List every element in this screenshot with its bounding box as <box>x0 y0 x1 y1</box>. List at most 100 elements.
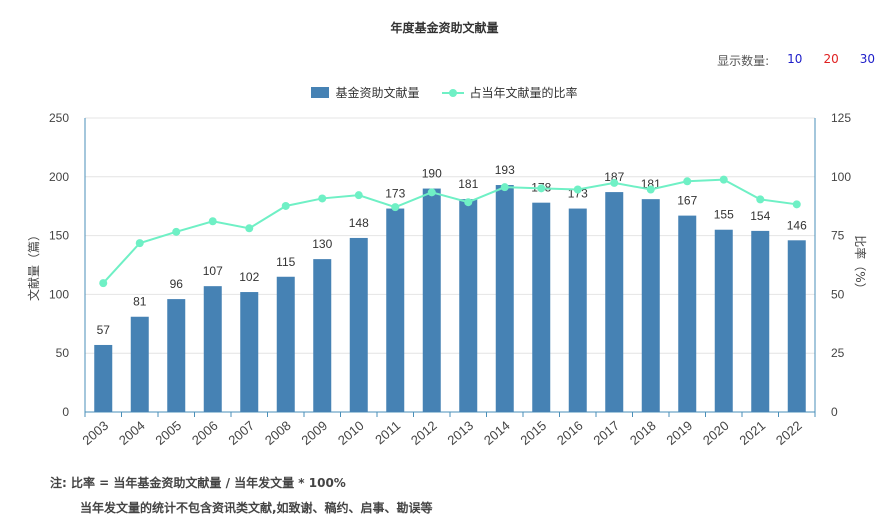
bar <box>495 185 514 412</box>
y-tick-label: 0 <box>62 405 69 419</box>
x-tick-label: 2015 <box>517 418 549 448</box>
bar-value-label: 181 <box>458 177 478 191</box>
display-count-option-20[interactable]: 20 <box>823 52 839 66</box>
bar-value-label: 102 <box>239 270 259 284</box>
bar-value-label: 190 <box>422 167 442 181</box>
ratio-point <box>683 177 692 186</box>
bar-value-label: 167 <box>677 194 697 208</box>
bar-value-label: 193 <box>495 163 515 177</box>
ratio-point <box>719 175 728 184</box>
bar-value-label: 146 <box>787 218 807 232</box>
bar <box>422 188 441 412</box>
bar <box>94 344 113 412</box>
ratio-point <box>756 195 765 204</box>
legend-bar-swatch <box>311 87 330 98</box>
bar <box>568 208 587 412</box>
ratio-point <box>99 279 108 288</box>
display-count-option-10[interactable]: 10 <box>787 52 803 66</box>
y2-tick-label: 100 <box>831 170 851 184</box>
x-tick-label: 2020 <box>700 418 732 448</box>
legend-line-swatch <box>441 87 464 99</box>
ratio-point <box>427 188 436 197</box>
bar-value-label: 81 <box>133 295 147 309</box>
bar <box>240 292 259 412</box>
bar-value-label: 115 <box>276 255 295 269</box>
x-tick-label: 2022 <box>773 418 805 448</box>
x-tick-label: 2010 <box>335 418 367 448</box>
x-tick-label: 2004 <box>116 418 148 448</box>
x-tick-label: 2007 <box>225 418 257 448</box>
ratio-point <box>135 239 144 248</box>
legend-line-label: 占当年文献量的比率 <box>469 86 578 100</box>
x-tick-label: 2017 <box>590 418 622 448</box>
ratio-point <box>573 185 582 194</box>
bar <box>787 240 806 412</box>
ratio-point <box>245 224 254 233</box>
bar-value-label: 96 <box>170 277 184 291</box>
bar <box>751 230 770 412</box>
x-tick-label: 2006 <box>189 418 221 448</box>
bar <box>714 229 733 412</box>
bar <box>386 208 405 412</box>
y2-axis-title: 比率（%） <box>853 235 868 294</box>
legend-item-line-series[interactable]: 占当年文献量的比率 <box>441 84 578 101</box>
bar <box>605 192 624 412</box>
y2-tick-label: 50 <box>831 287 845 301</box>
bar-value-label: 173 <box>385 187 405 201</box>
x-tick-label: 2014 <box>481 418 513 448</box>
note-ratio-formula: 注: 比率 = 当年基金资助文献量 / 当年发文量 * 100% <box>50 476 346 490</box>
bar <box>641 199 660 412</box>
x-tick-label: 2011 <box>372 418 403 447</box>
bar-value-label: 148 <box>349 216 369 230</box>
x-tick-label: 2009 <box>298 418 330 448</box>
x-tick-label: 2019 <box>663 418 695 448</box>
ratio-point <box>464 198 473 207</box>
ratio-line <box>102 178 797 284</box>
bar-value-label: 107 <box>203 264 223 278</box>
x-tick-label: 2018 <box>627 418 659 448</box>
ratio-point <box>391 203 400 212</box>
bar <box>276 276 295 412</box>
ratio-point <box>208 217 217 226</box>
bar-value-label: 154 <box>750 209 770 223</box>
y-tick-label: 250 <box>49 111 69 125</box>
y-tick-label: 150 <box>49 229 69 243</box>
y-axis-title: 文献量（篇） <box>26 229 41 301</box>
bar <box>167 299 186 412</box>
y-tick-label: 200 <box>49 170 69 184</box>
y2-tick-label: 0 <box>831 405 838 419</box>
bar <box>349 237 368 412</box>
display-count-selector: 显示数量: 10 20 30 <box>717 52 875 69</box>
legend-item-bar-series[interactable]: 基金资助文献量 <box>311 84 420 101</box>
y2-tick-label: 75 <box>831 229 845 243</box>
bar-value-label: 187 <box>604 170 624 184</box>
note-exclusion: 当年发文量的统计不包含资讯类文献,如致谢、稿约、启事、勘误等 <box>80 501 433 515</box>
ratio-point <box>610 178 619 187</box>
bar <box>313 259 332 412</box>
ratio-point <box>354 191 363 200</box>
x-tick-label: 2005 <box>152 418 184 448</box>
y2-tick-label: 25 <box>831 346 845 360</box>
x-tick-label: 2008 <box>262 418 294 448</box>
x-tick-label: 2013 <box>444 418 476 448</box>
x-tick-label: 2012 <box>408 418 440 448</box>
ratio-point <box>500 183 509 192</box>
bar-value-label: 57 <box>97 323 111 337</box>
bar <box>203 286 222 412</box>
ratio-point <box>172 227 181 236</box>
chart-title: 年度基金资助文献量 <box>390 21 499 35</box>
bar <box>130 316 149 412</box>
chart-legend: 基金资助文献量 占当年文献量的比率 <box>0 84 889 101</box>
x-tick-label: 2021 <box>736 418 768 448</box>
ratio-point <box>792 200 801 209</box>
y-tick-label: 100 <box>49 287 69 301</box>
ratio-point <box>537 184 546 193</box>
display-count-option-30[interactable]: 30 <box>859 52 875 66</box>
legend-bar-label: 基金资助文献量 <box>335 86 420 100</box>
x-tick-label: 2003 <box>79 418 111 448</box>
bar-value-label: 130 <box>312 237 332 251</box>
ratio-point <box>281 201 290 210</box>
y2-tick-label: 125 <box>831 111 851 125</box>
bar-value-label: 155 <box>714 208 734 222</box>
